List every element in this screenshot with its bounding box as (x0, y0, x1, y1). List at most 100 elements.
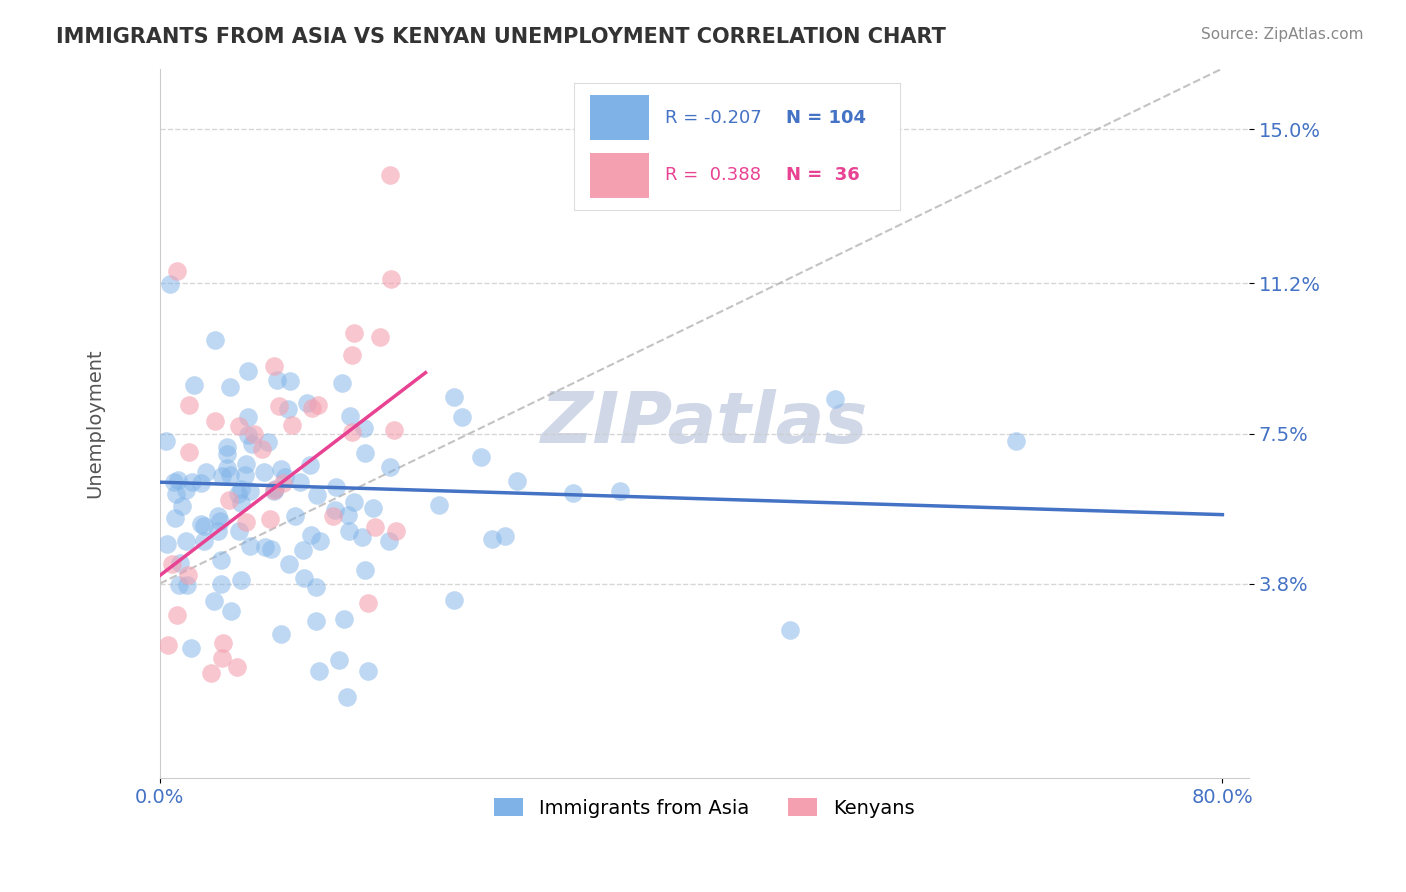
Point (295, 396, 318, 410)
Point (494, 529, 516, 543)
Point (363, 500, 385, 515)
Point (180, 640, 202, 655)
Point (385, 524, 408, 538)
Point (266, 373, 288, 387)
Point (215, 460, 238, 475)
Point (333, 612, 356, 626)
Point (155, 434, 177, 448)
Point (240, 436, 263, 450)
Point (305, 614, 328, 628)
Point (228, 487, 250, 501)
Point (208, 514, 231, 528)
Point (322, 508, 344, 523)
Point (505, 474, 527, 488)
Point (307, 399, 329, 413)
Point (211, 469, 233, 483)
Point (211, 636, 233, 650)
Point (156, 639, 179, 653)
Point (271, 475, 294, 490)
Point (299, 458, 322, 473)
Point (233, 467, 256, 482)
Point (172, 500, 194, 514)
Point (194, 465, 217, 479)
Point (204, 333, 226, 347)
Point (228, 419, 250, 434)
Point (219, 379, 242, 393)
Point (177, 444, 200, 458)
Point (176, 483, 198, 497)
Point (443, 391, 465, 405)
Point (378, 533, 401, 548)
Point (292, 542, 315, 557)
Point (352, 530, 374, 544)
Point (328, 653, 350, 667)
Point (257, 434, 280, 449)
Point (228, 524, 250, 538)
Point (209, 577, 232, 591)
Point (250, 442, 273, 457)
Point (239, 484, 262, 499)
Point (162, 557, 184, 571)
Point (281, 417, 304, 432)
Point (339, 524, 361, 538)
Point (238, 364, 260, 378)
Point (202, 594, 225, 608)
Point (284, 509, 307, 524)
Point (1005, 434, 1028, 449)
Point (209, 553, 232, 567)
Point (356, 596, 378, 610)
Point (215, 447, 238, 461)
Point (270, 462, 292, 476)
Point (239, 539, 262, 553)
Point (229, 495, 252, 509)
Point (427, 498, 450, 512)
Point (236, 410, 259, 425)
Point (481, 532, 503, 546)
Point (211, 651, 233, 665)
Point (183, 378, 205, 392)
Point (174, 533, 197, 548)
Point (165, 487, 187, 501)
Point (309, 534, 332, 549)
Point (562, 486, 585, 500)
Point (470, 450, 492, 464)
Point (166, 473, 188, 487)
Point (343, 494, 366, 508)
Point (238, 428, 260, 442)
Point (343, 326, 366, 341)
Point (207, 508, 229, 523)
Point (169, 556, 191, 570)
Point (270, 627, 292, 641)
Point (357, 664, 380, 678)
Point (215, 441, 238, 455)
Point (292, 571, 315, 585)
Point (299, 527, 322, 541)
Point (165, 511, 187, 525)
Point (363, 520, 385, 534)
Point (353, 421, 375, 435)
Point (290, 475, 312, 489)
Point (166, 608, 188, 623)
Point (380, 169, 402, 183)
Point (263, 359, 285, 374)
Point (253, 465, 276, 479)
Point (263, 482, 285, 496)
Point (368, 330, 391, 344)
Point (221, 604, 243, 618)
Point (824, 392, 846, 407)
Point (330, 376, 353, 390)
Point (354, 563, 377, 577)
Point (159, 277, 181, 292)
Point (380, 271, 402, 285)
Point (609, 483, 631, 498)
Point (339, 409, 361, 423)
Point (340, 425, 363, 439)
Point (229, 482, 252, 496)
Point (169, 578, 191, 592)
Point (235, 515, 257, 529)
Point (323, 503, 346, 517)
Point (176, 578, 198, 592)
Point (218, 493, 240, 508)
Point (308, 664, 330, 678)
Point (259, 512, 281, 526)
